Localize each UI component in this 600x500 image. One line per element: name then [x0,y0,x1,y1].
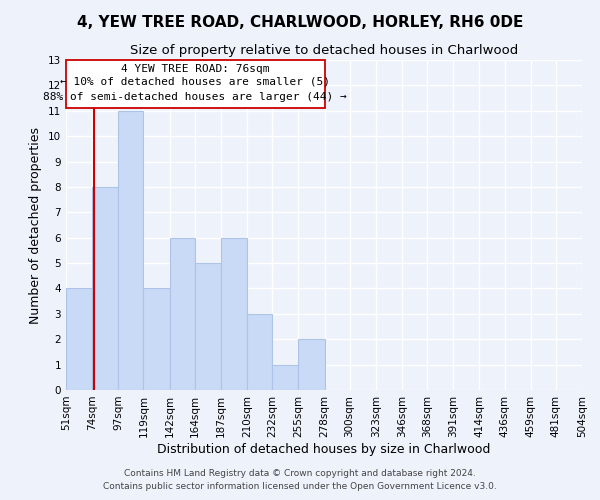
Text: ← 10% of detached houses are smaller (5): ← 10% of detached houses are smaller (5) [60,76,330,86]
Y-axis label: Number of detached properties: Number of detached properties [29,126,43,324]
X-axis label: Distribution of detached houses by size in Charlwood: Distribution of detached houses by size … [157,442,491,456]
Text: Contains public sector information licensed under the Open Government Licence v3: Contains public sector information licen… [103,482,497,491]
Bar [143,288,170,390]
Bar [118,111,143,390]
Text: 88% of semi-detached houses are larger (44) →: 88% of semi-detached houses are larger (… [43,92,347,102]
Bar [92,187,118,390]
Bar [66,60,325,108]
Bar [247,314,272,390]
Bar [272,364,298,390]
Bar [298,339,325,390]
Text: Contains HM Land Registry data © Crown copyright and database right 2024.: Contains HM Land Registry data © Crown c… [124,468,476,477]
Text: 4 YEW TREE ROAD: 76sqm: 4 YEW TREE ROAD: 76sqm [121,64,269,74]
Bar [221,238,247,390]
Text: 4, YEW TREE ROAD, CHARLWOOD, HORLEY, RH6 0DE: 4, YEW TREE ROAD, CHARLWOOD, HORLEY, RH6… [77,15,523,30]
Bar [66,288,92,390]
Bar [195,263,221,390]
Bar [170,238,195,390]
Title: Size of property relative to detached houses in Charlwood: Size of property relative to detached ho… [130,44,518,58]
